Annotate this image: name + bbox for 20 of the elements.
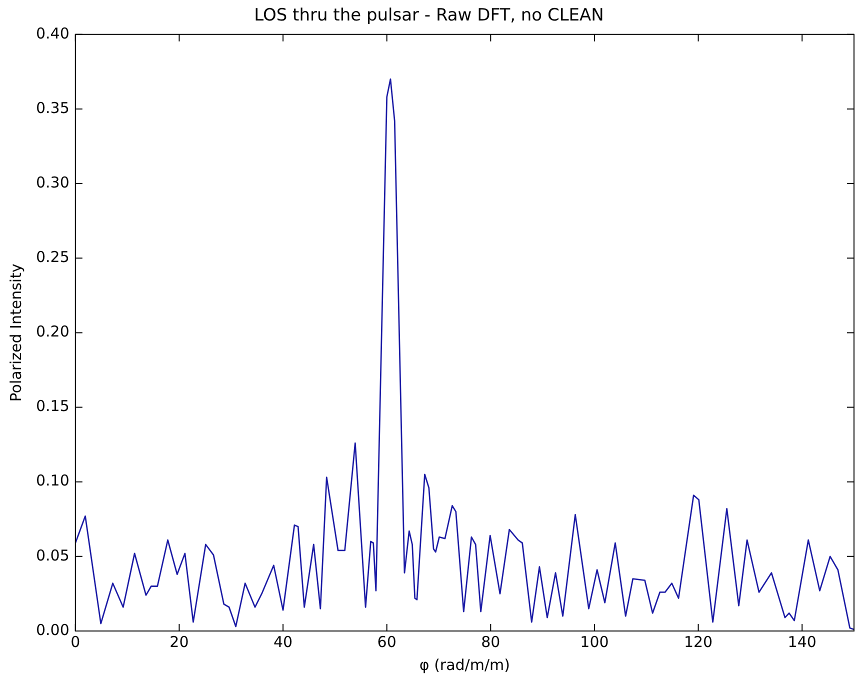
y-axis-title: Polarized Intensity bbox=[6, 264, 25, 402]
y-tick-label: 0.20 bbox=[36, 322, 70, 341]
x-tick-label: 140 bbox=[788, 632, 816, 651]
x-tick-label: 120 bbox=[684, 632, 713, 651]
y-tick-label: 0.10 bbox=[36, 472, 70, 490]
x-tick-label: 80 bbox=[481, 632, 500, 651]
x-axis-title: φ (rad/m/m) bbox=[419, 656, 510, 674]
x-tick-label: 60 bbox=[377, 632, 396, 651]
x-tick-label: 40 bbox=[273, 632, 293, 651]
y-tick-label: 0.35 bbox=[36, 98, 70, 117]
chart-title: LOS thru the pulsar - Raw DFT, no CLEAN bbox=[254, 6, 604, 26]
y-tick-label: 0.25 bbox=[36, 248, 70, 266]
x-tick-label: 100 bbox=[580, 632, 609, 651]
y-tick-label: 0.40 bbox=[36, 24, 70, 42]
x-tick-label: 0 bbox=[70, 632, 80, 651]
y-tick-label: 0.00 bbox=[36, 620, 70, 639]
y-tick-label: 0.30 bbox=[36, 173, 70, 192]
x-tick-label: 20 bbox=[170, 632, 189, 651]
y-tick-label: 0.05 bbox=[36, 546, 70, 564]
y-tick-label: 0.15 bbox=[36, 397, 70, 416]
